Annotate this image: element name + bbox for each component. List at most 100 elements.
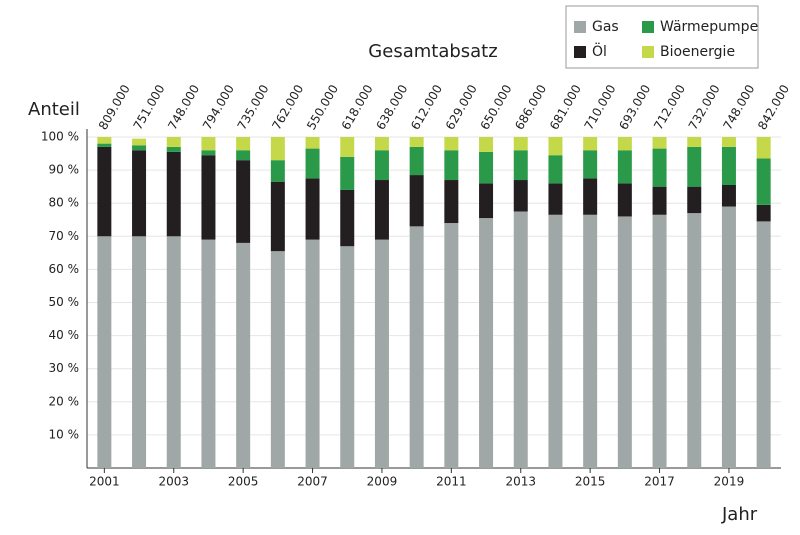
bar-segment [305,148,320,179]
bar-segment [617,137,632,151]
x-tick-label: 2011 [436,475,467,489]
total-label: 550.000 [304,82,341,132]
bar-segment [479,151,494,184]
total-label: 748.000 [720,82,757,132]
bar-segment [374,180,389,240]
bar-segment [409,226,424,468]
y-tick-label: 50 % [49,295,80,309]
legend-label: Gas [592,19,619,35]
bar-segment [97,143,112,147]
bar-segment [201,150,216,156]
bar-segment [166,137,181,147]
y-axis-label: Anteil [28,99,80,120]
x-tick-label: 2005 [228,475,259,489]
total-label: 794.000 [200,82,237,132]
bar-segment [513,150,528,181]
total-label: 638.000 [373,82,410,132]
total-label: 712.000 [651,82,688,132]
legend-swatch [574,46,586,58]
y-tick-label: 10 % [49,427,80,441]
bar-segment [236,160,251,243]
total-label: 762.000 [269,82,306,132]
bar-segment [721,146,736,185]
bar-segment [687,137,702,147]
legend-label: Öl [592,42,607,60]
bar-segment [756,221,771,468]
total-label: 842.000 [755,82,792,132]
bar-segment [340,137,355,157]
bar-segment [97,236,112,468]
x-tick-label: 2009 [367,475,398,489]
bar-segment [479,137,494,152]
total-label: 612.000 [408,82,445,132]
bar-segment [652,214,667,468]
bar-segment [132,236,147,468]
y-tick-label: 80 % [49,196,80,210]
bar-segment [652,186,667,215]
bar-segment [756,158,771,205]
legend-swatch [642,21,654,33]
total-label: 751.000 [131,82,168,132]
bar-segment [583,178,598,215]
bar-segment [444,180,459,224]
bar-segment [721,184,736,207]
total-label: 748.000 [165,82,202,132]
bar-segment [340,189,355,247]
bar-segment [270,160,285,182]
bar-segment [166,151,181,237]
bar-segment [652,148,667,187]
total-label: 735.000 [235,82,272,132]
y-tick-label: 90 % [49,163,80,177]
chart-title: Gesamtabsatz [368,41,497,62]
bar-segment [201,137,216,151]
bar-segment [548,155,563,184]
bar-segment [444,223,459,468]
x-tick-label: 2015 [575,475,606,489]
bar-segment [513,211,528,468]
bar-segment [236,150,251,161]
x-tick-label: 2019 [714,475,745,489]
bar-segment [687,146,702,187]
legend-box [565,5,759,69]
total-label: 710.000 [582,82,619,132]
x-tick-label: 2001 [89,475,120,489]
bar-segment [583,137,598,151]
bar-segment [305,137,320,149]
bar-segment [97,146,112,237]
bar-segment [132,138,147,146]
bar-segment [340,246,355,468]
y-tick-label: 20 % [49,394,80,408]
bar-segment [166,236,181,468]
total-label: 629.000 [443,82,480,132]
bar-segment [756,137,771,159]
bar-segment [305,178,320,240]
bar-segment [444,137,459,151]
x-tick-label: 2003 [158,475,189,489]
total-label: 618.000 [339,82,376,132]
bar-segment [617,183,632,217]
y-tick-label: 70 % [49,229,80,243]
bar-segment [166,146,181,152]
total-label: 681.000 [547,82,584,132]
total-label: 693.000 [616,82,653,132]
bar-segment [409,146,424,176]
total-label: 650.000 [478,82,515,132]
bar-segment [548,183,563,215]
bar-segment [132,150,147,237]
y-tick-label: 100 % [41,130,79,144]
bar-segment [374,239,389,468]
bar-segment [513,180,528,212]
total-label: 686.000 [512,82,549,132]
bar-segment [270,251,285,468]
legend-label: Wärmepumpe [660,19,758,35]
bar-segment [132,145,147,151]
bar-segment [687,186,702,214]
y-tick-label: 60 % [49,262,80,276]
bar-segment [409,175,424,227]
bar-segment [236,242,251,468]
bar-segment [201,155,216,240]
bar-segment [479,218,494,468]
bar-segment [652,137,667,149]
bar-segment [97,137,112,144]
